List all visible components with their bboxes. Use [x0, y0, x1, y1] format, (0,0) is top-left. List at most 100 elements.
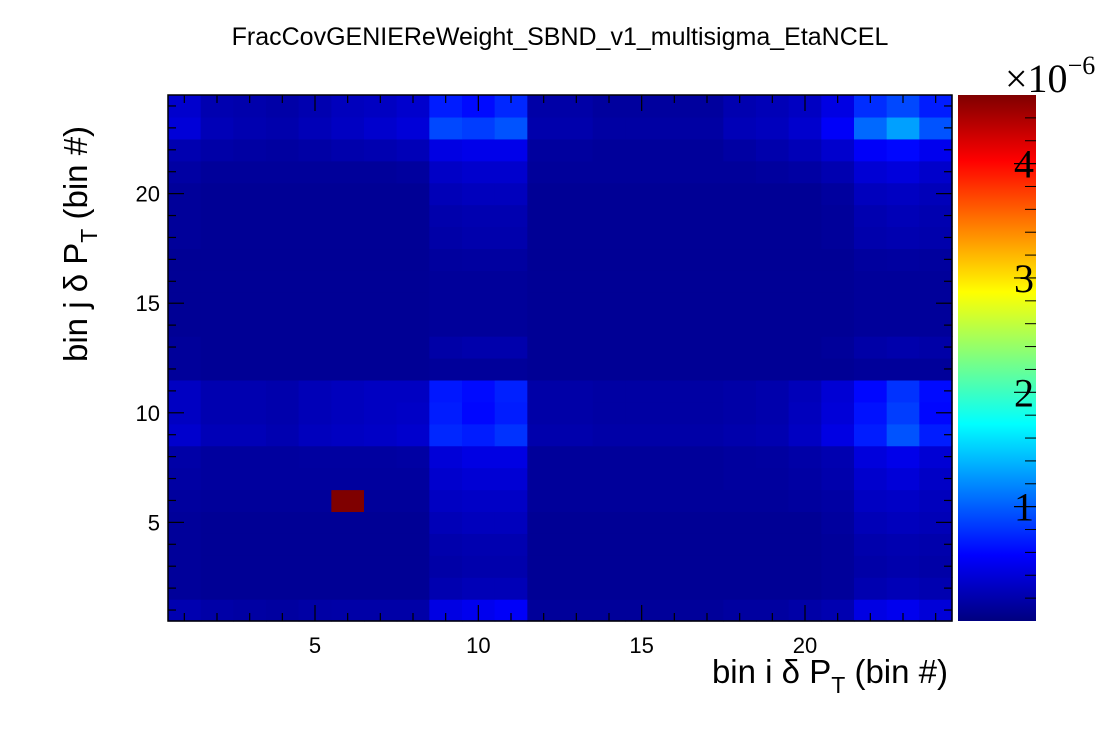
heatmap-cell — [200, 314, 234, 337]
heatmap-cell — [527, 533, 561, 556]
heatmap-cell — [266, 270, 300, 293]
heatmap-cell — [200, 467, 234, 491]
heatmap-cell — [658, 270, 692, 293]
heatmap-cell — [690, 138, 724, 162]
heatmap-cell — [690, 445, 724, 469]
heatmap-cell — [560, 160, 594, 184]
heatmap-cell — [658, 379, 692, 403]
heatmap-cell — [886, 248, 920, 271]
heatmap-cell — [821, 511, 855, 534]
heatmap-cell — [788, 533, 822, 556]
heatmap-cell — [625, 445, 659, 469]
heatmap-cell — [625, 336, 659, 359]
heatmap-cell — [429, 423, 463, 447]
heatmap-cell — [821, 182, 855, 206]
heatmap-cell — [919, 270, 953, 293]
heatmap-cell — [690, 182, 724, 206]
heatmap-cell — [788, 314, 822, 337]
heatmap-cell — [756, 379, 790, 403]
heatmap-cell — [527, 270, 561, 293]
heatmap-cell — [723, 401, 757, 425]
heatmap-cell — [592, 401, 626, 425]
heatmap-cell — [331, 511, 365, 534]
heatmap-cell — [494, 445, 528, 469]
heatmap-cell — [200, 358, 234, 381]
heatmap-cell — [658, 248, 692, 271]
heatmap-cell — [298, 401, 332, 425]
heatmap-cell — [788, 445, 822, 469]
heatmap-cell — [168, 270, 202, 293]
heatmap-cell — [494, 95, 528, 118]
heatmap-cell — [266, 248, 300, 271]
colorbar-tick-label: 4 — [1014, 142, 1034, 187]
heatmap-cell — [168, 116, 202, 140]
heatmap-cell — [429, 160, 463, 184]
heatmap-cell — [854, 116, 888, 140]
heatmap-cell — [723, 577, 757, 600]
heatmap-cell — [756, 467, 790, 491]
heatmap-cell — [266, 292, 300, 315]
heatmap-cell — [396, 292, 430, 315]
heatmap-cell — [560, 116, 594, 140]
heatmap-cell — [200, 292, 234, 315]
heatmap-cell — [592, 270, 626, 293]
heatmap-cell — [527, 292, 561, 315]
heatmap-cell — [592, 577, 626, 600]
heatmap-cell — [788, 358, 822, 381]
heatmap-cell — [723, 467, 757, 491]
x-axis-symbol: δ — [782, 653, 800, 690]
heatmap-cell — [592, 204, 626, 228]
heatmap-cell — [429, 511, 463, 534]
heatmap-cell — [560, 489, 594, 513]
heatmap-cell — [592, 423, 626, 447]
heatmap-cell — [298, 314, 332, 337]
heatmap-cell — [592, 314, 626, 337]
y-tick-label: 20 — [136, 182, 160, 207]
axis-ticks — [168, 95, 952, 621]
heatmap-cell — [200, 423, 234, 447]
heatmap-cell — [658, 445, 692, 469]
heatmap-cell — [723, 270, 757, 293]
heatmap-cell — [331, 182, 365, 206]
heatmap-cell — [396, 314, 430, 337]
heatmap-cell — [854, 270, 888, 293]
heatmap-cell — [658, 358, 692, 381]
heatmap-cell — [331, 336, 365, 359]
heatmap-cell — [854, 577, 888, 600]
heatmap-cell — [396, 116, 430, 140]
heatmap-cell — [919, 116, 953, 140]
heatmap-cell — [560, 182, 594, 206]
heatmap-cell — [919, 533, 953, 556]
heatmap-cell — [429, 182, 463, 206]
heatmap-cell — [396, 379, 430, 403]
heatmap-cell — [462, 489, 496, 513]
heatmap-cell — [886, 599, 920, 622]
heatmap-cell — [429, 445, 463, 469]
heatmap-cell — [854, 445, 888, 469]
heatmap-cell — [658, 489, 692, 513]
heatmap-cell — [396, 182, 430, 206]
heatmap-cell — [200, 401, 234, 425]
heatmap-cell — [560, 138, 594, 162]
heatmap-cell — [298, 358, 332, 381]
heatmap-cell — [429, 248, 463, 271]
heatmap-cell — [168, 423, 202, 447]
heatmap-cell — [919, 555, 953, 578]
heatmap-cell — [756, 116, 790, 140]
heatmap-cell — [560, 270, 594, 293]
heatmap-cell — [200, 160, 234, 184]
heatmap-cell — [494, 467, 528, 491]
heatmap-cell — [266, 226, 300, 250]
heatmap-cell — [233, 292, 267, 315]
heatmap-cell — [233, 270, 267, 293]
heatmap-cell — [854, 489, 888, 513]
heatmap-cell — [788, 467, 822, 491]
heatmap-cell — [233, 489, 267, 513]
heatmap-cell — [788, 423, 822, 447]
heatmap-cell — [429, 204, 463, 228]
heatmap-cell — [690, 226, 724, 250]
heatmap-cell — [364, 379, 398, 403]
heatmap-cell — [658, 292, 692, 315]
heatmap-cell — [494, 182, 528, 206]
heatmap-cell — [266, 555, 300, 578]
